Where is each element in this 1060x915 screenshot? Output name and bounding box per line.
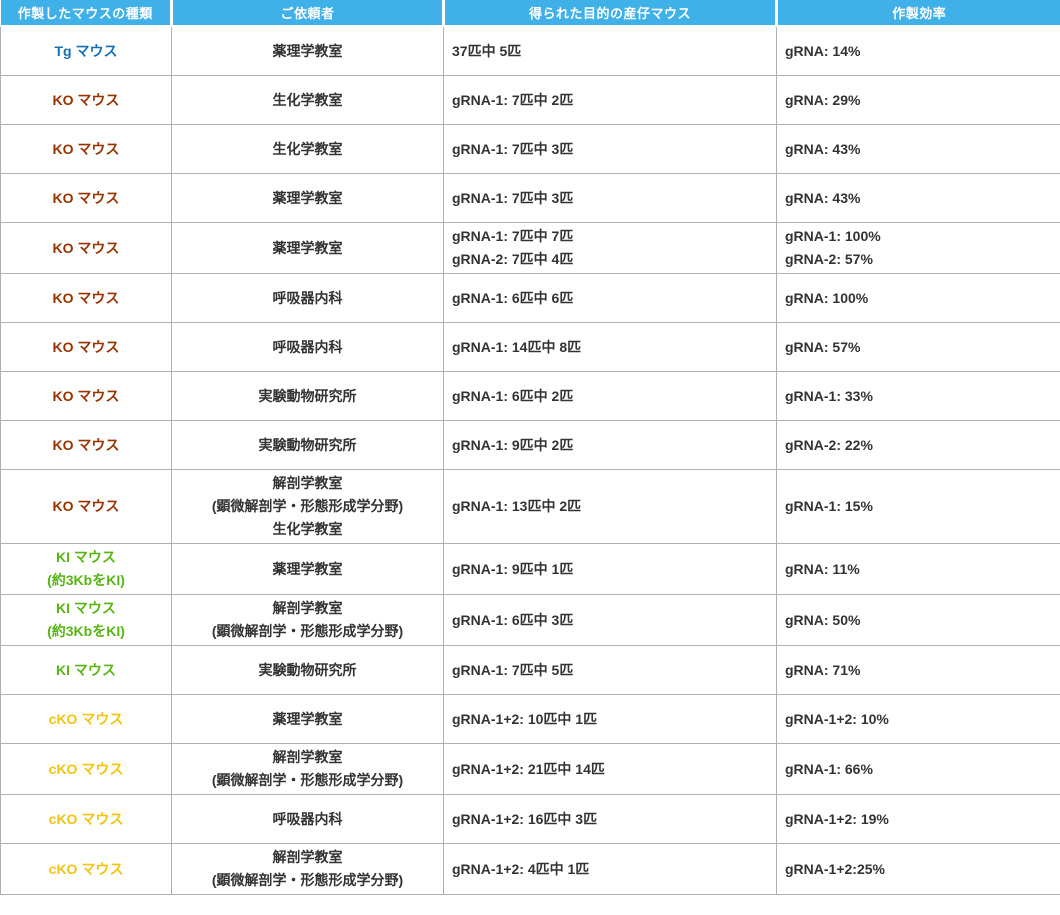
cell-efficiency: gRNA-1: 15% [776, 469, 1060, 544]
cell-requester: 呼吸器内科 [171, 273, 444, 323]
table-row: Tg マウス 薬理学教室 37匹中 5匹 gRNA: 14% [0, 25, 1060, 76]
cell-requester: 解剖学教室 (顕微解剖学・形態形成学分野) 生化学教室 [171, 469, 444, 544]
cell-mouse-type: KO マウス [0, 469, 172, 544]
cell-requester: 薬理学教室 [171, 25, 444, 76]
header-mouse-type: 作製したマウスの種類 [0, 0, 172, 27]
cell-offspring: 37匹中 5匹 [443, 25, 777, 76]
cell-offspring: gRNA-1: 6匹中 6匹 [443, 273, 777, 323]
table-row: KO マウス 薬理学教室 gRNA-1: 7匹中 3匹 gRNA: 43% [0, 173, 1060, 223]
cell-offspring: gRNA-1+2: 4匹中 1匹 [443, 843, 777, 895]
table-row: KO マウス 実験動物研究所 gRNA-1: 9匹中 2匹 gRNA-2: 22% [0, 420, 1060, 470]
cell-mouse-type: Tg マウス [0, 25, 172, 76]
cell-offspring: gRNA-1: 13匹中 2匹 [443, 469, 777, 544]
table-row: cKO マウス 解剖学教室 (顕微解剖学・形態形成学分野) gRNA-1+2: 4匹… [0, 843, 1060, 895]
cell-requester: 実験動物研究所 [171, 420, 444, 470]
cell-mouse-type: KO マウス [0, 173, 172, 223]
cell-offspring: gRNA-1+2: 16匹中 3匹 [443, 794, 777, 844]
table-body: Tg マウス 薬理学教室 37匹中 5匹 gRNA: 14% KO マウス 生化学教室 gR… [0, 25, 1060, 895]
cell-requester: 解剖学教室 (顕微解剖学・形態形成学分野) [171, 843, 444, 895]
cell-offspring: gRNA-1: 9匹中 1匹 [443, 543, 777, 595]
cell-efficiency: gRNA: 100% [776, 273, 1060, 323]
cell-mouse-type: KO マウス [0, 420, 172, 470]
header-requester: ご依頼者 [170, 0, 444, 27]
cell-efficiency: gRNA-1: 33% [776, 371, 1060, 421]
cell-efficiency: gRNA: 71% [776, 645, 1060, 695]
cell-requester: 薬理学教室 [171, 694, 444, 744]
cell-requester: 解剖学教室 (顕微解剖学・形態形成学分野) [171, 594, 444, 646]
table-row: KO マウス 呼吸器内科 gRNA-1: 14匹中 8匹 gRNA: 57% [0, 322, 1060, 372]
cell-mouse-type: KO マウス [0, 273, 172, 323]
cell-requester: 生化学教室 [171, 124, 444, 174]
cell-requester: 実験動物研究所 [171, 645, 444, 695]
cell-efficiency: gRNA-1+2:25% [776, 843, 1060, 895]
cell-mouse-type: KO マウス [0, 75, 172, 125]
cell-efficiency: gRNA-1: 66% [776, 743, 1060, 795]
cell-efficiency: gRNA: 14% [776, 25, 1060, 76]
cell-efficiency: gRNA: 50% [776, 594, 1060, 646]
cell-requester: 呼吸器内科 [171, 322, 444, 372]
header-offspring: 得られた目的の産仔マウス [442, 0, 777, 27]
table-row: cKO マウス 解剖学教室 (顕微解剖学・形態形成学分野) gRNA-1+2: 21… [0, 743, 1060, 795]
cell-mouse-type: cKO マウス [0, 743, 172, 795]
cell-mouse-type: KO マウス [0, 124, 172, 174]
cell-efficiency: gRNA-1+2: 19% [776, 794, 1060, 844]
table-row: KO マウス 解剖学教室 (顕微解剖学・形態形成学分野) 生化学教室 gRNA-1:… [0, 469, 1060, 544]
table-row: KO マウス 生化学教室 gRNA-1: 7匹中 2匹 gRNA: 29% [0, 75, 1060, 125]
cell-efficiency: gRNA-1: 100% gRNA-2: 57% [776, 222, 1060, 274]
cell-offspring: gRNA-1: 7匹中 3匹 [443, 124, 777, 174]
cell-efficiency: gRNA-1+2: 10% [776, 694, 1060, 744]
mouse-production-table: 作製したマウスの種類 ご依頼者 得られた目的の産仔マウス 作製効率 Tg マウス… [0, 0, 1060, 895]
cell-requester: 呼吸器内科 [171, 794, 444, 844]
cell-efficiency: gRNA: 29% [776, 75, 1060, 125]
table-row: KO マウス 呼吸器内科 gRNA-1: 6匹中 6匹 gRNA: 100% [0, 273, 1060, 323]
cell-mouse-type: KO マウス [0, 371, 172, 421]
cell-mouse-type: KI マウス [0, 645, 172, 695]
cell-efficiency: gRNA: 57% [776, 322, 1060, 372]
table-row: KO マウス 生化学教室 gRNA-1: 7匹中 3匹 gRNA: 43% [0, 124, 1060, 174]
table-row: KO マウス 薬理学教室 gRNA-1: 7匹中 7匹 gRNA-2: 7匹中 4匹… [0, 222, 1060, 274]
cell-requester: 薬理学教室 [171, 222, 444, 274]
cell-offspring: gRNA-1: 7匹中 5匹 [443, 645, 777, 695]
cell-offspring: gRNA-1: 9匹中 2匹 [443, 420, 777, 470]
cell-efficiency: gRNA: 11% [776, 543, 1060, 595]
table-row: KI マウス (約3KbをKI) 薬理学教室 gRNA-1: 9匹中 1匹 gRNA:… [0, 543, 1060, 595]
cell-efficiency: gRNA: 43% [776, 173, 1060, 223]
table-row: KI マウス 実験動物研究所 gRNA-1: 7匹中 5匹 gRNA: 71% [0, 645, 1060, 695]
cell-mouse-type: cKO マウス [0, 843, 172, 895]
cell-efficiency: gRNA: 43% [776, 124, 1060, 174]
cell-offspring: gRNA-1: 7匹中 2匹 [443, 75, 777, 125]
cell-mouse-type: KI マウス (約3KbをKI) [0, 543, 172, 595]
cell-offspring: gRNA-1+2: 21匹中 14匹 [443, 743, 777, 795]
cell-efficiency: gRNA-2: 22% [776, 420, 1060, 470]
cell-offspring: gRNA-1: 6匹中 3匹 [443, 594, 777, 646]
table-row: cKO マウス 薬理学教室 gRNA-1+2: 10匹中 1匹 gRNA-1+2: 1… [0, 694, 1060, 744]
table-row: cKO マウス 呼吸器内科 gRNA-1+2: 16匹中 3匹 gRNA-1+2: 1… [0, 794, 1060, 844]
cell-mouse-type: cKO マウス [0, 794, 172, 844]
cell-requester: 薬理学教室 [171, 173, 444, 223]
cell-offspring: gRNA-1+2: 10匹中 1匹 [443, 694, 777, 744]
header-row: 作製したマウスの種類 ご依頼者 得られた目的の産仔マウス 作製効率 [0, 0, 1060, 27]
cell-mouse-type: KO マウス [0, 322, 172, 372]
cell-mouse-type: cKO マウス [0, 694, 172, 744]
cell-mouse-type: KO マウス [0, 222, 172, 274]
header-efficiency: 作製効率 [775, 0, 1060, 27]
cell-requester: 実験動物研究所 [171, 371, 444, 421]
cell-offspring: gRNA-1: 7匹中 3匹 [443, 173, 777, 223]
cell-requester: 解剖学教室 (顕微解剖学・形態形成学分野) [171, 743, 444, 795]
table-row: KI マウス (約3KbをKI) 解剖学教室 (顕微解剖学・形態形成学分野) gRN… [0, 594, 1060, 646]
cell-offspring: gRNA-1: 6匹中 2匹 [443, 371, 777, 421]
cell-requester: 薬理学教室 [171, 543, 444, 595]
cell-mouse-type: KI マウス (約3KbをKI) [0, 594, 172, 646]
cell-offspring: gRNA-1: 7匹中 7匹 gRNA-2: 7匹中 4匹 [443, 222, 777, 274]
cell-requester: 生化学教室 [171, 75, 444, 125]
table-row: KO マウス 実験動物研究所 gRNA-1: 6匹中 2匹 gRNA-1: 33% [0, 371, 1060, 421]
cell-offspring: gRNA-1: 14匹中 8匹 [443, 322, 777, 372]
